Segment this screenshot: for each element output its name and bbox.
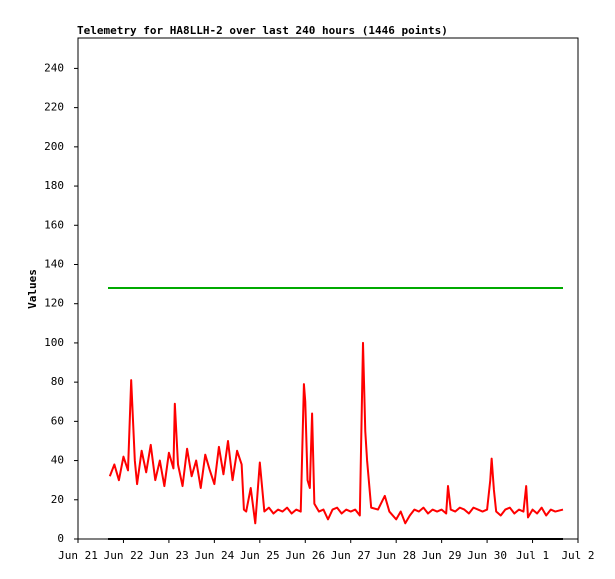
y-tick-label: 60 bbox=[51, 414, 64, 427]
y-axis-label: Values bbox=[26, 269, 39, 309]
y-tick-label: 140 bbox=[44, 257, 64, 270]
x-tick-label: Jun 22 bbox=[104, 549, 144, 562]
y-tick-label: 200 bbox=[44, 140, 64, 153]
y-tick-label: 0 bbox=[57, 532, 64, 545]
y-tick-label: 160 bbox=[44, 218, 64, 231]
x-tick-label: Jun 30 bbox=[467, 549, 507, 562]
x-tick-label: Jun 24 bbox=[194, 549, 234, 562]
y-tick-label: 120 bbox=[44, 297, 64, 310]
y-tick-label: 180 bbox=[44, 179, 64, 192]
y-tick-label: 40 bbox=[51, 454, 64, 467]
x-tick-label: Jun 29 bbox=[422, 549, 462, 562]
x-tick-label: Jun 27 bbox=[331, 549, 371, 562]
y-tick-label: 80 bbox=[51, 375, 64, 388]
series-line bbox=[108, 341, 564, 525]
y-tick-label: 20 bbox=[51, 493, 64, 506]
x-tick-label: Jul 1 bbox=[516, 549, 549, 562]
x-tick-label: Jul 2 bbox=[561, 549, 594, 562]
chart-title: Telemetry for HA8LLH-2 over last 240 hou… bbox=[77, 24, 448, 37]
y-tick-label: 100 bbox=[44, 336, 64, 349]
x-tick-label: Jun 25 bbox=[240, 549, 280, 562]
x-tick-label: Jun 23 bbox=[149, 549, 189, 562]
x-tick-label: Jun 26 bbox=[285, 549, 325, 562]
y-tick-label: 220 bbox=[44, 101, 64, 114]
x-tick-label: Jun 28 bbox=[376, 549, 416, 562]
x-tick-label: Jun 21 bbox=[58, 549, 98, 562]
y-tick-label: 240 bbox=[44, 61, 64, 74]
